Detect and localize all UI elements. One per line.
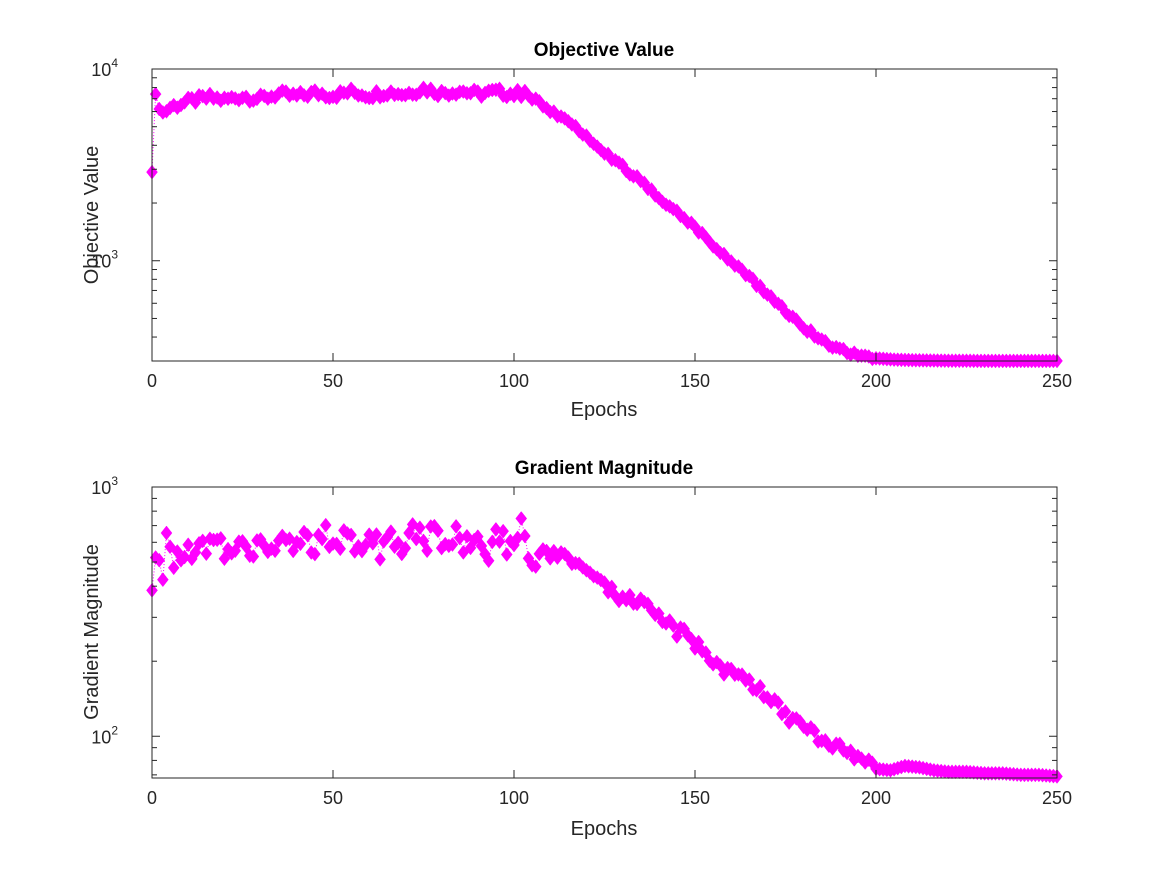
gradient-plot-area — [152, 487, 1057, 778]
gradient-data-point — [399, 540, 412, 556]
objective-y-tick-exponent: 4 — [111, 56, 118, 70]
gradient-data-point — [301, 527, 314, 543]
objective-value-series — [146, 80, 1063, 369]
objective-plot-area — [152, 69, 1057, 361]
gradient-data-point — [153, 552, 166, 568]
objective-y-tick-exponent: 3 — [111, 248, 118, 262]
gradient-y-tick-base: 10 — [91, 727, 111, 747]
gradient-data-point — [392, 535, 404, 551]
gradient-data-point — [160, 525, 173, 541]
gradient-data-point — [482, 553, 495, 569]
objective-y-tick-label: 103 — [91, 248, 118, 272]
gradient-data-point — [779, 704, 792, 719]
gradient-data-point — [157, 572, 169, 588]
gradient-y-tick-exponent: 2 — [111, 723, 118, 737]
gradient-data-point — [529, 559, 542, 574]
gradient-y-tick-label: 103 — [91, 474, 118, 498]
gradient-data-point — [414, 520, 426, 536]
gradient-x-tick-label: 250 — [1042, 788, 1072, 808]
objective-x-axis-label: Epochs — [571, 399, 638, 421]
objective-x-tick-label: 150 — [680, 371, 710, 391]
gradient-data-point — [497, 523, 509, 539]
gradient-data-point — [490, 522, 502, 537]
gradient-axes-box — [151, 486, 1058, 779]
gradient-x-tick-labels: 0 50 100 150 200 250 — [147, 788, 1072, 808]
gradient-data-point — [167, 560, 180, 576]
gradient-data-point — [182, 537, 195, 553]
gradient-data-point — [374, 551, 386, 567]
objective-y-tick-base: 10 — [91, 252, 111, 272]
objective-x-tick-label: 0 — [147, 371, 157, 391]
gradient-data-point — [515, 511, 528, 526]
gradient-data-point — [772, 695, 785, 711]
gradient-y-tick-label: 102 — [91, 723, 118, 747]
objective-x-tick-label: 200 — [861, 371, 891, 391]
gradient-data-point — [214, 530, 227, 546]
gradient-data-point — [309, 546, 321, 562]
objective-y-axis-label: Objective Value — [81, 146, 103, 285]
gradient-data-point — [200, 546, 213, 562]
objective-x-tick-label: 50 — [323, 371, 343, 391]
gradient-x-tick-label: 150 — [680, 788, 710, 808]
objective-axes-box — [151, 68, 1058, 362]
gradient-data-point — [446, 537, 459, 552]
gradient-x-axis-label: Epochs — [571, 818, 638, 840]
gradient-magnitude-series — [146, 511, 1063, 784]
objective-chart-title: Objective Value — [534, 40, 674, 61]
gradient-data-point — [754, 678, 766, 694]
gradient-data-point — [269, 543, 281, 559]
objective-x-tick-label: 100 — [499, 371, 529, 391]
gradient-x-tick-label: 200 — [861, 788, 891, 808]
gradient-data-point — [247, 549, 260, 564]
objective-x-tick-label: 250 — [1042, 371, 1072, 391]
gradient-y-tick-exponent: 3 — [111, 474, 118, 488]
gradient-x-tick-label: 0 — [147, 788, 157, 808]
gradient-data-point — [178, 549, 191, 565]
objective-y-tick-label: 104 — [91, 56, 118, 80]
gradient-data-point — [421, 543, 433, 559]
gradient-data-point — [385, 524, 397, 539]
gradient-data-point — [808, 723, 821, 739]
gradient-data-point — [334, 541, 347, 557]
gradient-data-point — [316, 531, 328, 547]
gradient-data-point — [370, 527, 383, 542]
gradient-data-point — [450, 518, 462, 534]
gradient-data-point — [345, 527, 357, 543]
objective-y-tick-base: 10 — [91, 60, 111, 80]
gradient-chart-title: Gradient Magnitude — [515, 458, 693, 479]
objective-x-tick-labels: 0 50 100 150 200 250 — [147, 371, 1072, 391]
gradient-data-point — [519, 528, 531, 544]
gradient-y-tick-base: 10 — [91, 478, 111, 498]
gradient-data-point — [500, 547, 513, 562]
gradient-x-tick-label: 100 — [499, 788, 529, 808]
gradient-data-point — [743, 672, 756, 687]
gradient-x-tick-label: 50 — [323, 788, 343, 808]
gradient-data-point — [432, 523, 444, 539]
gradient-data-point — [294, 536, 307, 552]
gradient-y-axis-label: Gradient Magnitude — [81, 544, 103, 720]
gradient-data-point — [319, 517, 332, 533]
gradient-data-point — [493, 534, 506, 550]
